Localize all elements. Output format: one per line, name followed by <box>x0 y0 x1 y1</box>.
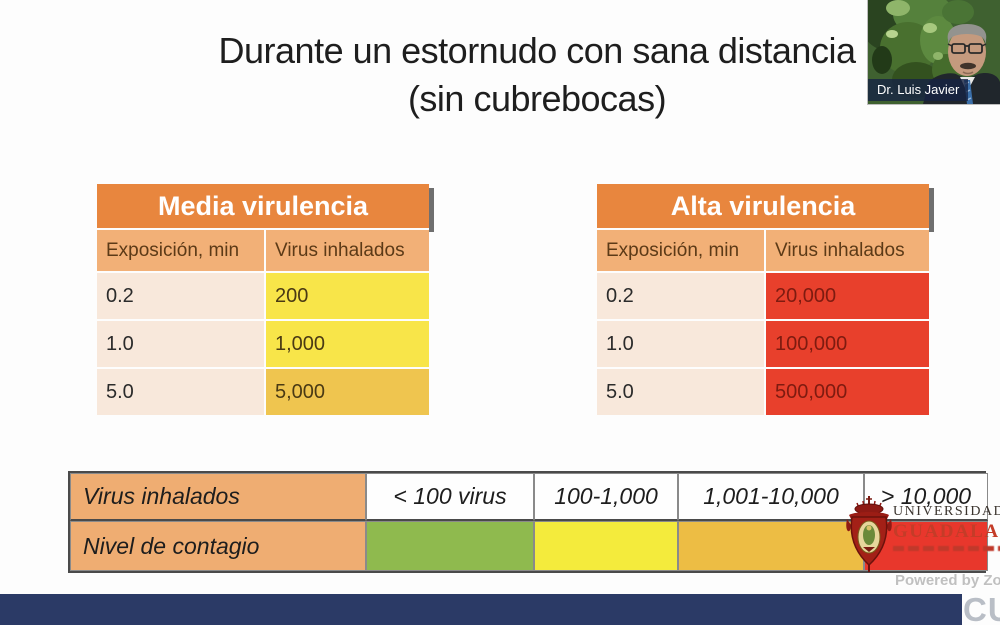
table-row: 1.0 1,000 <box>97 321 429 367</box>
media-column-header-virus: Virus inhalados <box>266 230 429 271</box>
virus-range-cell: > 10,000 <box>864 473 988 521</box>
legend-row1-label: Virus inhalados <box>70 473 366 521</box>
exposure-value: 5.0 <box>97 369 264 415</box>
virus-count-value: 5,000 <box>266 369 429 415</box>
university-logo-tagline <box>893 546 1000 551</box>
contagion-legend-table: Virus inhalados < 100 virus 100-1,000 1,… <box>68 471 988 573</box>
media-table-title: Media virulencia <box>97 184 434 232</box>
virus-count-value: 200 <box>266 273 429 319</box>
footer-bar <box>0 594 962 625</box>
exposure-value: 0.2 <box>597 273 764 319</box>
table-row: 5.0 500,000 <box>597 369 929 415</box>
exposure-value: 0.2 <box>97 273 264 319</box>
exposure-value: 1.0 <box>97 321 264 367</box>
university-logo: UNIVERSIDAD GUADALAJARA <box>845 495 1000 573</box>
university-logo-text: UNIVERSIDAD GUADALAJARA <box>893 504 1000 551</box>
virus-range-cell: 1,001-10,000 <box>678 473 864 521</box>
media-virulence-table: Media virulencia Exposición, min Virus i… <box>97 184 434 415</box>
participant-video[interactable]: Dr. Luis Javier <box>868 0 1000 104</box>
virus-count-value: 1,000 <box>266 321 429 367</box>
alta-column-header-exposure: Exposición, min <box>597 230 764 271</box>
virus-count-value: 500,000 <box>766 369 929 415</box>
university-logo-line1: UNIVERSIDAD <box>893 504 1000 519</box>
participant-avatar <box>868 0 1000 104</box>
contagion-level-cell-high <box>678 521 864 571</box>
virus-range-cell: < 100 virus <box>366 473 534 521</box>
slide-title-line2: (sin cubrebocas) <box>407 78 667 119</box>
alta-virulence-table: Alta virulencia Exposición, min Virus in… <box>597 184 934 415</box>
footer-logo-text: CU <box>963 591 1000 625</box>
virus-count-value: 20,000 <box>766 273 929 319</box>
alta-table-title: Alta virulencia <box>597 184 934 232</box>
table-row: 0.2 20,000 <box>597 273 929 319</box>
virus-count-value: 100,000 <box>766 321 929 367</box>
table-row: 1.0 100,000 <box>597 321 929 367</box>
exposure-value: 1.0 <box>597 321 764 367</box>
university-crest-icon <box>846 496 892 572</box>
table-row: 0.2 200 <box>97 273 429 319</box>
contagion-level-cell-low <box>366 521 534 571</box>
contagion-level-cell-medium <box>534 521 678 571</box>
alta-column-header-virus: Virus inhalados <box>766 230 929 271</box>
media-column-header-exposure: Exposición, min <box>97 230 264 271</box>
zoom-watermark: Powered by Zoom <box>895 572 1000 589</box>
exposure-value: 5.0 <box>597 369 764 415</box>
slide-title-line1: Durante un estornudo con sana distancia <box>218 30 856 71</box>
participant-name-label: Dr. Luis Javier <box>868 79 969 101</box>
slide-title: Durante un estornudo con sana distancia … <box>37 27 1000 123</box>
university-logo-line2: GUADALAJARA <box>893 521 1000 542</box>
virus-range-cell: 100-1,000 <box>534 473 678 521</box>
legend-row2-label: Nivel de contagio <box>70 521 366 571</box>
table-row: 5.0 5,000 <box>97 369 429 415</box>
